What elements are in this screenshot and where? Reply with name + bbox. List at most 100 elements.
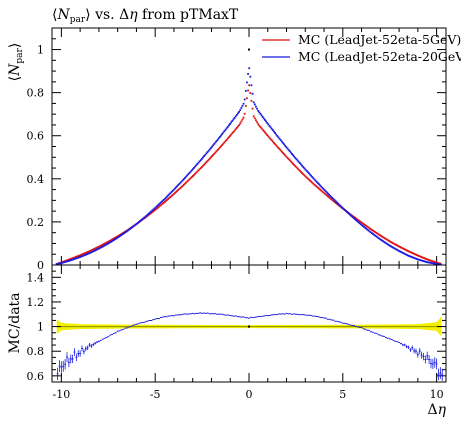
- data-point: [298, 162, 301, 164]
- data-point: [379, 238, 382, 241]
- data-point: [192, 168, 194, 171]
- data-point: [338, 203, 341, 206]
- data-point: [153, 209, 156, 212]
- data-point: [310, 174, 313, 177]
- data-point: [279, 149, 282, 152]
- data-point: [242, 116, 245, 119]
- data-point: [274, 132, 276, 134]
- data-point: [373, 230, 376, 233]
- data-point: [283, 153, 285, 156]
- reference-data-point: [248, 48, 250, 51]
- data-point: [119, 234, 122, 237]
- data-point: [144, 215, 147, 218]
- data-point: [430, 259, 433, 262]
- data-point: [312, 182, 315, 185]
- data-point: [97, 247, 100, 250]
- data-point: [257, 123, 260, 126]
- data-point: [391, 241, 394, 244]
- data-point: [163, 197, 166, 200]
- data-point: [278, 148, 281, 151]
- data-point: [80, 253, 83, 256]
- ratio-frame: [51, 264, 447, 383]
- data-point: [311, 181, 314, 184]
- data-point: [89, 251, 92, 254]
- data-point: [277, 147, 280, 149]
- data-point: [404, 253, 407, 256]
- data-point: [62, 261, 65, 264]
- y-tick-label: 1.4: [27, 271, 45, 284]
- data-point: [401, 247, 404, 249]
- data-point: [211, 155, 213, 158]
- data-point: [128, 228, 131, 230]
- data-point: [188, 178, 191, 181]
- data-point: [385, 242, 388, 245]
- data-point: [176, 185, 179, 188]
- x-tick-label: 10: [430, 388, 444, 401]
- data-point: [402, 247, 405, 250]
- data-point: [378, 238, 381, 240]
- data-point: [136, 222, 139, 224]
- data-point: [348, 213, 351, 216]
- data-point: [217, 137, 220, 140]
- data-point: [419, 255, 422, 258]
- data-point: [328, 196, 331, 199]
- data-point: [188, 171, 191, 174]
- data-point: [376, 232, 379, 235]
- data-point: [379, 234, 382, 237]
- data-point: [391, 246, 394, 248]
- data-point: [372, 233, 374, 235]
- data-point: [333, 199, 336, 202]
- data-point: [208, 157, 211, 160]
- data-point: [74, 256, 77, 258]
- data-point: [101, 243, 104, 246]
- data-point: [369, 228, 372, 231]
- data-point: [83, 252, 86, 255]
- data-point: [228, 124, 230, 127]
- data-point: [267, 135, 270, 138]
- ratio-panel: 0.6 0.8 1 1.2 1.4 -10 -5 0 5 10: [27, 264, 447, 401]
- data-point: [422, 257, 425, 259]
- data-point: [197, 169, 200, 172]
- data-point: [420, 256, 423, 258]
- data-point: [271, 129, 274, 132]
- y-tick-label: 0.2: [27, 216, 45, 229]
- data-point: [170, 191, 173, 193]
- data-point: [275, 144, 278, 147]
- data-point: [221, 144, 224, 146]
- data-point: [69, 259, 72, 262]
- data-point: [354, 218, 356, 221]
- data-point: [376, 236, 379, 239]
- data-point: [321, 190, 324, 193]
- data-point: [105, 241, 108, 244]
- data-point: [413, 253, 416, 255]
- data-point: [107, 240, 110, 243]
- data-point: [219, 146, 221, 149]
- data-point: [389, 240, 391, 243]
- data-point: [82, 254, 85, 257]
- data-point: [189, 177, 192, 180]
- data-point: [64, 259, 67, 262]
- data-point: [303, 167, 306, 170]
- data-point: [141, 218, 144, 221]
- data-point: [194, 172, 197, 175]
- data-point: [417, 254, 419, 257]
- data-point: [157, 204, 159, 207]
- data-point: [220, 145, 222, 148]
- data-point: [161, 202, 164, 205]
- data-point: [375, 231, 378, 234]
- data-point: [190, 176, 193, 179]
- data-point: [357, 219, 360, 222]
- data-point: [411, 256, 414, 259]
- data-point: [359, 223, 362, 226]
- data-point: [387, 239, 390, 242]
- data-point: [293, 155, 296, 158]
- data-point: [142, 217, 145, 220]
- data-point: [422, 260, 425, 263]
- data-point: [293, 164, 296, 166]
- data-point: [325, 194, 328, 197]
- data-point: [152, 210, 155, 213]
- data-point: [145, 214, 148, 217]
- data-point: [127, 228, 130, 231]
- data-point: [366, 225, 369, 228]
- data-point: [280, 150, 283, 153]
